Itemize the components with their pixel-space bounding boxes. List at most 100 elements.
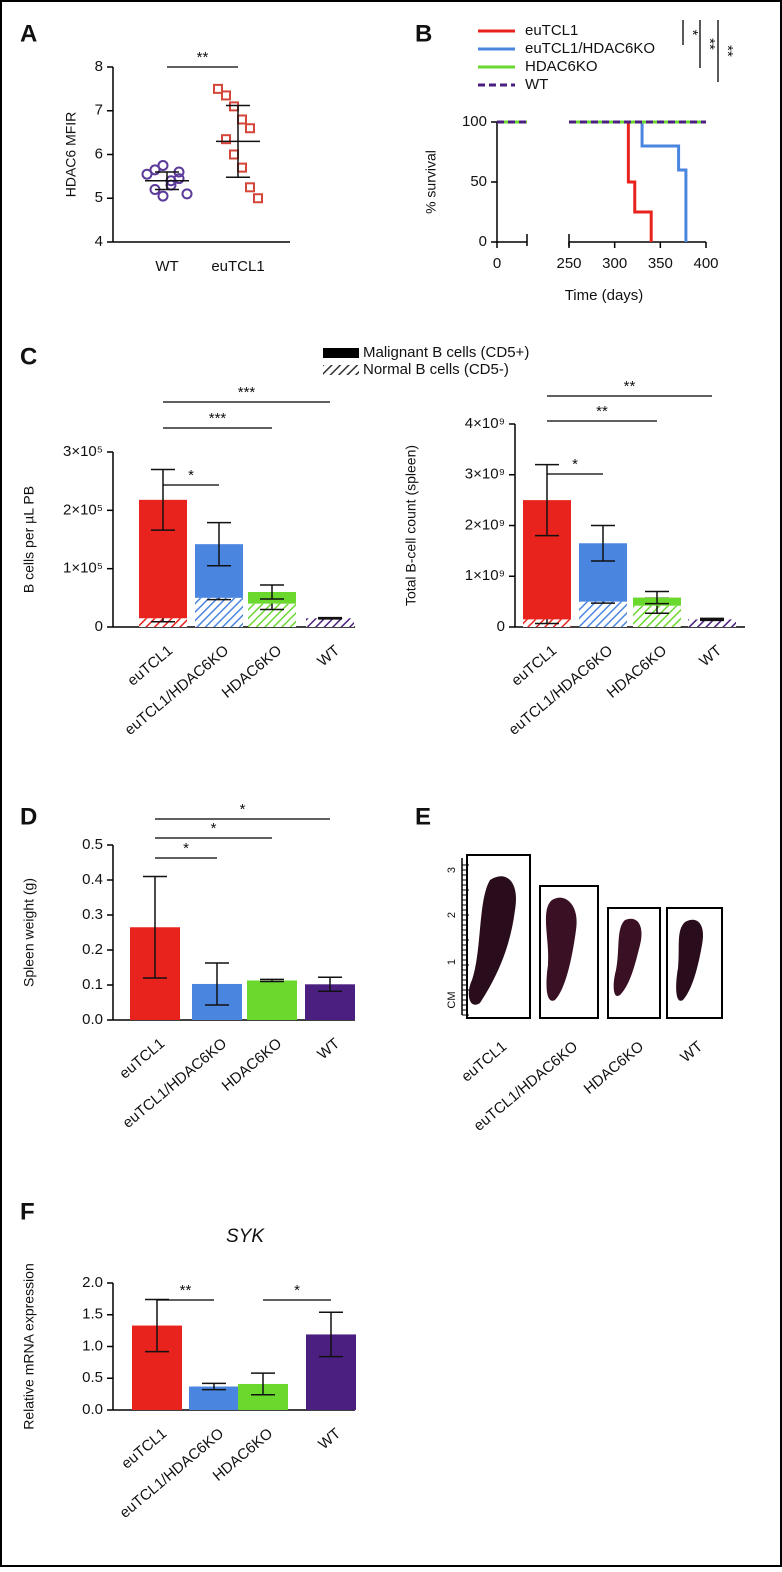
x-tick-label: 350 [648, 255, 673, 272]
x-tick-label: WT [314, 1035, 343, 1063]
y-tick-label: 3×10⁵ [63, 443, 103, 460]
y-tick-label: 2×10⁵ [63, 501, 103, 518]
bar-segment [195, 597, 243, 627]
bar-segment [579, 601, 627, 627]
y-tick-label: 0 [95, 618, 103, 635]
significance-label: ** [596, 403, 608, 420]
point [149, 164, 161, 176]
x-tick-label: euTCL1/HDAC6KO [122, 642, 233, 739]
panel-letter: D [20, 803, 37, 830]
x-tick-label: WT [677, 1038, 706, 1066]
significance-label: * [211, 820, 217, 837]
x-tick-label: euTCL1 [508, 642, 560, 689]
x-tick-label: WT [315, 1425, 344, 1453]
panel-letter: C [20, 343, 37, 370]
significance-label: * [572, 456, 578, 473]
y-tick-label: 7 [95, 102, 103, 119]
significance-label: * [684, 30, 701, 36]
significance-label: *** [209, 410, 227, 427]
x-tick-label: 0 [493, 255, 501, 272]
point [221, 134, 231, 145]
y-tick-label: 0.2 [82, 941, 103, 958]
panel-letter: E [415, 803, 431, 830]
x-tick-label: WT [696, 642, 725, 670]
survival-line [497, 120, 653, 242]
y-tick-label: 1.5 [82, 1306, 103, 1323]
point [229, 101, 239, 112]
significance-label: ** [701, 38, 718, 50]
y-tick-label: 50 [470, 173, 487, 190]
y-tick-label: 1×10⁵ [63, 560, 103, 577]
y-axis-label: Relative mRNA expression [21, 1263, 37, 1430]
legend-label: Normal B cells (CD5-) [363, 361, 509, 378]
point [157, 159, 169, 171]
point [229, 149, 239, 160]
x-tick-label: euTCL1 [124, 642, 176, 689]
y-tick-label: 2×10⁹ [465, 516, 505, 533]
y-tick-label: 1×10⁹ [465, 567, 505, 584]
point [253, 193, 263, 204]
significance-label: ** [624, 378, 636, 395]
point [141, 168, 153, 180]
bar-segment [688, 619, 736, 627]
legend-swatch [323, 348, 359, 358]
ruler-label: 3 [446, 867, 458, 873]
significance-label: * [188, 467, 194, 484]
point [237, 114, 247, 125]
x-tick-label: HDAC6KO [219, 1035, 285, 1095]
y-tick-label: 0.1 [82, 976, 103, 993]
y-tick-label: 0 [479, 233, 487, 250]
ruler-label: CM [446, 991, 458, 1008]
y-tick-label: 6 [95, 145, 103, 162]
ruler-label: 2 [446, 912, 458, 918]
x-tick-label: 300 [602, 255, 627, 272]
point [157, 190, 169, 202]
x-tick-label: euTCL1/HDAC6KO [506, 642, 617, 739]
y-tick-label: 0.0 [82, 1401, 103, 1418]
y-tick-label: 0 [497, 618, 505, 635]
y-tick-label: 8 [95, 58, 103, 75]
panel-letter: F [20, 1198, 35, 1225]
point [221, 90, 231, 101]
x-tick-label: euTCL1 [458, 1038, 510, 1085]
x-axis-label: Time (days) [565, 287, 644, 304]
bar [189, 1386, 239, 1410]
y-tick-label: 0.4 [82, 871, 103, 888]
x-tick-label: euTCL1 [211, 258, 264, 275]
legend-label: euTCL1/HDAC6KO [525, 40, 655, 57]
bar-segment [139, 618, 187, 627]
legend-label: WT [525, 76, 548, 93]
y-tick-label: 0.5 [82, 1369, 103, 1386]
y-axis-label: Spleen weight (g) [21, 878, 37, 987]
y-axis-label: Total B-cell count (spleen) [403, 445, 419, 606]
y-tick-label: 1.0 [82, 1337, 103, 1354]
significance-label: ** [719, 45, 736, 57]
x-tick-label: 250 [556, 255, 581, 272]
panel-letter: B [415, 20, 432, 47]
x-tick-label: euTCL1/HDAC6KO [120, 1035, 231, 1132]
significance-label: * [183, 840, 189, 857]
x-tick-label: WT [155, 258, 178, 275]
legend-label: euTCL1 [525, 22, 578, 39]
significance-label: * [294, 1282, 300, 1299]
legend-label: HDAC6KO [525, 58, 598, 75]
bar [247, 980, 297, 1020]
significance-label: ** [197, 49, 209, 66]
y-tick-label: 3×10⁹ [465, 466, 505, 483]
significance-label: * [240, 801, 246, 818]
point [237, 162, 247, 173]
survival-line [497, 120, 688, 242]
x-tick-label: euTCL1 [118, 1425, 170, 1472]
y-tick-label: 5 [95, 189, 103, 206]
x-tick-label: HDAC6KO [604, 642, 670, 702]
y-tick-label: 4×10⁹ [465, 415, 505, 432]
y-tick-label: 4 [95, 233, 103, 250]
panel-letter: A [20, 20, 37, 47]
point [181, 188, 193, 200]
point [245, 182, 255, 193]
spleen-photos [461, 854, 723, 1019]
x-tick-label: 400 [693, 255, 718, 272]
y-tick-label: 0.5 [82, 836, 103, 853]
